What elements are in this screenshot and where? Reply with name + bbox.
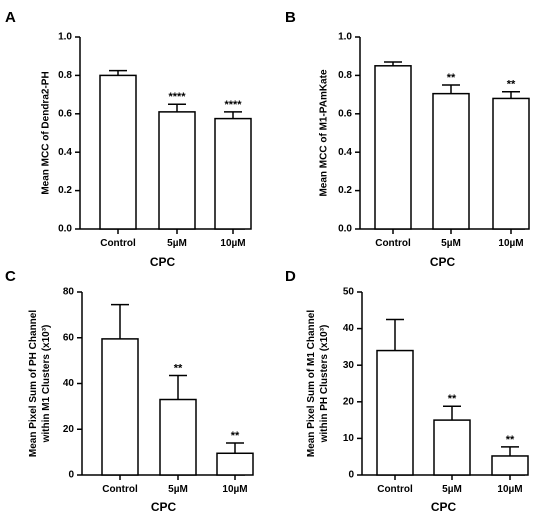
panel-a-y-label: Mean MCC of Dendra2-PH [41,71,52,194]
panel-c-x-tick-label: 5µM [168,484,188,495]
panel-c-bar [159,398,197,476]
panel-c-label: C [5,268,16,285]
panel-c-y-tick-label: 80 [63,287,75,298]
panel-c-significance: ** [174,362,183,374]
panel-a-x-label: CPC [150,255,176,269]
panel-a-y-tick-label: 0.6 [58,108,72,119]
panel-b-bar [374,65,412,230]
panel-b-y-tick-label: 1.0 [338,32,352,43]
panel-d-significance: ** [448,393,457,405]
panel-d-y-label: within PH Clusters (x10³) [319,325,330,444]
panel-d-y-tick-label: 50 [343,287,355,298]
panel-a-significance: **** [224,99,242,111]
panel-c-y-label: within M1 Clusters (x10³) [41,325,52,444]
panel-a-label: A [5,9,16,26]
panel-a-y-tick-label: 0.0 [58,224,72,235]
panel-b-bar [432,92,470,230]
panel-b-y-label: Mean MCC of M1-PAmKate [319,69,330,196]
panel-b-y-tick-label: 0.8 [338,70,352,81]
panel-d-x-label: CPC [431,500,457,514]
panel-c-significance: ** [231,430,240,442]
panel-b-x-label: CPC [430,255,456,269]
panel-c-x-label: CPC [151,500,177,514]
panel-d-bar [376,349,414,476]
panel-b-label: B [285,9,296,26]
panel-a-bar [214,117,252,230]
panel-b-y-tick-label: 0.0 [338,224,352,235]
panel-d-significance: ** [506,434,515,446]
panel-c-y-label: Mean Pixel Sum of PH Channel [28,310,39,457]
panel-c-x-tick-label: 10µM [222,484,247,495]
panel-a-x-tick-label: Control [100,238,136,249]
panel-b-y-tick-label: 0.6 [338,108,352,119]
panel-b-significance: ** [507,79,516,91]
panel-d-y-tick-label: 40 [343,323,355,334]
panel-b-y-tick-label: 0.2 [338,185,352,196]
panel-d-x-tick-label: Control [377,484,413,495]
panel-c-bar [216,452,254,476]
panel-b-x-tick-label: 5µM [441,238,461,249]
panel-d-bar [433,419,471,476]
panel-c-y-tick-label: 40 [63,378,75,389]
panel-c-bar [101,338,139,476]
panel-d-y-tick-label: 0 [348,470,354,481]
panel-d-y-tick-label: 20 [343,396,355,407]
panel-d-x-tick-label: 10µM [497,484,522,495]
panel-a-y-tick-label: 0.2 [58,185,72,196]
panel-a-y-tick-label: 1.0 [58,32,72,43]
panel-a-significance: **** [168,91,186,103]
panel-b-x-tick-label: Control [375,238,411,249]
panel-a-x-tick-label: 5µM [167,238,187,249]
panel-b-x-tick-label: 10µM [498,238,523,249]
panel-a-x-tick-label: 10µM [220,238,245,249]
panel-b-bar [492,97,530,230]
panel-b-y-tick-label: 0.4 [338,147,352,158]
panel-a-bar [158,111,196,230]
panel-d-y-label: Mean Pixel Sum of M1 Channel [306,310,317,457]
panel-a-bar [99,74,137,230]
panel-c-x-tick-label: Control [102,484,138,495]
panel-d-bar [491,455,529,476]
panel-a-y-tick-label: 0.8 [58,70,72,81]
panel-d-y-tick-label: 30 [343,360,355,371]
panel-a-y-tick-label: 0.4 [58,147,72,158]
panel-c-y-tick-label: 20 [63,424,75,435]
panel-d-y-tick-label: 10 [343,433,355,444]
panel-c-y-tick-label: 60 [63,332,75,343]
panel-b-significance: ** [447,72,456,84]
panel-c-y-tick-label: 0 [68,470,74,481]
panel-d-x-tick-label: 5µM [442,484,462,495]
panel-d-label: D [285,268,296,285]
